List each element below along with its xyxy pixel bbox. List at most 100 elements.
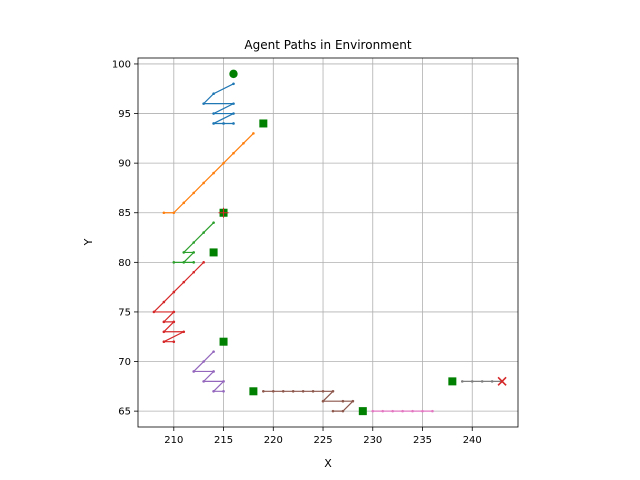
agent-path-7	[371, 409, 434, 413]
path-point	[351, 399, 355, 403]
path-point	[182, 280, 186, 284]
goal-marker	[448, 377, 457, 386]
x-axis-label: X	[324, 457, 332, 470]
goal-marker	[249, 387, 258, 396]
path-point	[371, 409, 375, 413]
path-point	[182, 201, 186, 205]
path-point	[202, 380, 205, 383]
agent-path-3	[172, 221, 215, 264]
x-tick-label: 235	[413, 435, 432, 446]
agent-path-4	[152, 261, 205, 343]
grid	[138, 58, 518, 427]
path-point	[341, 409, 345, 413]
path-point	[222, 389, 225, 393]
path-point	[172, 261, 176, 264]
path-line	[263, 390, 355, 412]
y-ticks: 65 70 75 80 85 90 95 100	[112, 59, 138, 418]
path-point	[331, 409, 335, 413]
path-point	[212, 171, 215, 175]
path-point	[331, 389, 335, 393]
goal-marker	[358, 407, 367, 416]
x-tick-label: 210	[164, 435, 183, 446]
path-point	[192, 191, 196, 195]
path-point	[172, 310, 176, 314]
path-point	[172, 320, 176, 324]
path-point	[470, 380, 474, 383]
path-point	[172, 340, 176, 343]
path-line	[163, 132, 254, 214]
path-point	[232, 82, 235, 86]
path-point	[212, 389, 215, 393]
y-tick-label: 70	[118, 357, 131, 368]
y-tick-label: 95	[118, 109, 131, 120]
start-marker	[229, 69, 238, 79]
path-point	[431, 409, 434, 413]
path-point	[162, 330, 166, 334]
path-point	[212, 370, 215, 373]
agent-path-1	[202, 82, 235, 125]
path-point	[341, 399, 345, 403]
y-tick-label: 90	[118, 159, 131, 170]
agent-path-2	[162, 132, 255, 215]
path-point	[301, 389, 305, 393]
path-point	[172, 290, 176, 294]
path-point	[232, 102, 235, 105]
x-tick-label: 225	[313, 435, 332, 446]
path-line	[192, 351, 226, 392]
path-point	[182, 330, 186, 334]
goal-marker	[259, 119, 268, 128]
path-point	[212, 350, 215, 353]
path-point	[381, 409, 385, 413]
x-stroke-2	[497, 376, 507, 386]
path-point	[212, 92, 215, 96]
path-point	[480, 380, 484, 383]
path-point	[212, 122, 215, 125]
path-point	[411, 409, 414, 413]
x-tick-label: 215	[214, 435, 233, 446]
path-point	[321, 389, 325, 393]
path-point	[212, 112, 215, 115]
path-point	[192, 261, 196, 264]
path-point	[281, 389, 285, 393]
path-point	[202, 360, 205, 363]
path-point	[202, 181, 205, 185]
path-point	[460, 380, 464, 383]
path-point	[202, 102, 205, 105]
agent-path-5	[192, 350, 226, 393]
path-line	[173, 222, 215, 263]
series-layer	[152, 82, 504, 413]
path-point	[192, 270, 196, 274]
path-line	[152, 261, 205, 343]
x-tick-label: 230	[363, 435, 382, 446]
path-point	[232, 112, 235, 115]
path-point	[152, 310, 156, 314]
path-point	[232, 122, 235, 125]
path-point	[192, 370, 196, 373]
path-point	[262, 389, 265, 393]
path-point	[162, 320, 166, 324]
path-point	[222, 161, 225, 165]
path-point	[421, 409, 424, 413]
path-point	[192, 251, 196, 254]
path-point	[192, 241, 196, 244]
path-point	[391, 409, 394, 413]
path-point	[242, 142, 245, 145]
path-point	[271, 389, 275, 393]
path-point	[291, 389, 295, 393]
y-tick-label: 75	[118, 307, 131, 318]
y-axis-label: Y	[82, 238, 95, 246]
path-point	[172, 211, 176, 215]
path-point	[232, 151, 235, 155]
goal-plus-marker	[218, 207, 229, 218]
path-point	[311, 389, 315, 393]
path-point	[162, 340, 166, 343]
path-point	[490, 380, 494, 383]
y-tick-label: 100	[112, 59, 131, 70]
goal-marker	[209, 248, 218, 257]
y-tick-label: 80	[118, 258, 131, 269]
path-point	[321, 399, 325, 403]
y-tick-label: 85	[118, 208, 131, 219]
path-line	[202, 83, 234, 125]
plot-frame	[137, 57, 519, 428]
